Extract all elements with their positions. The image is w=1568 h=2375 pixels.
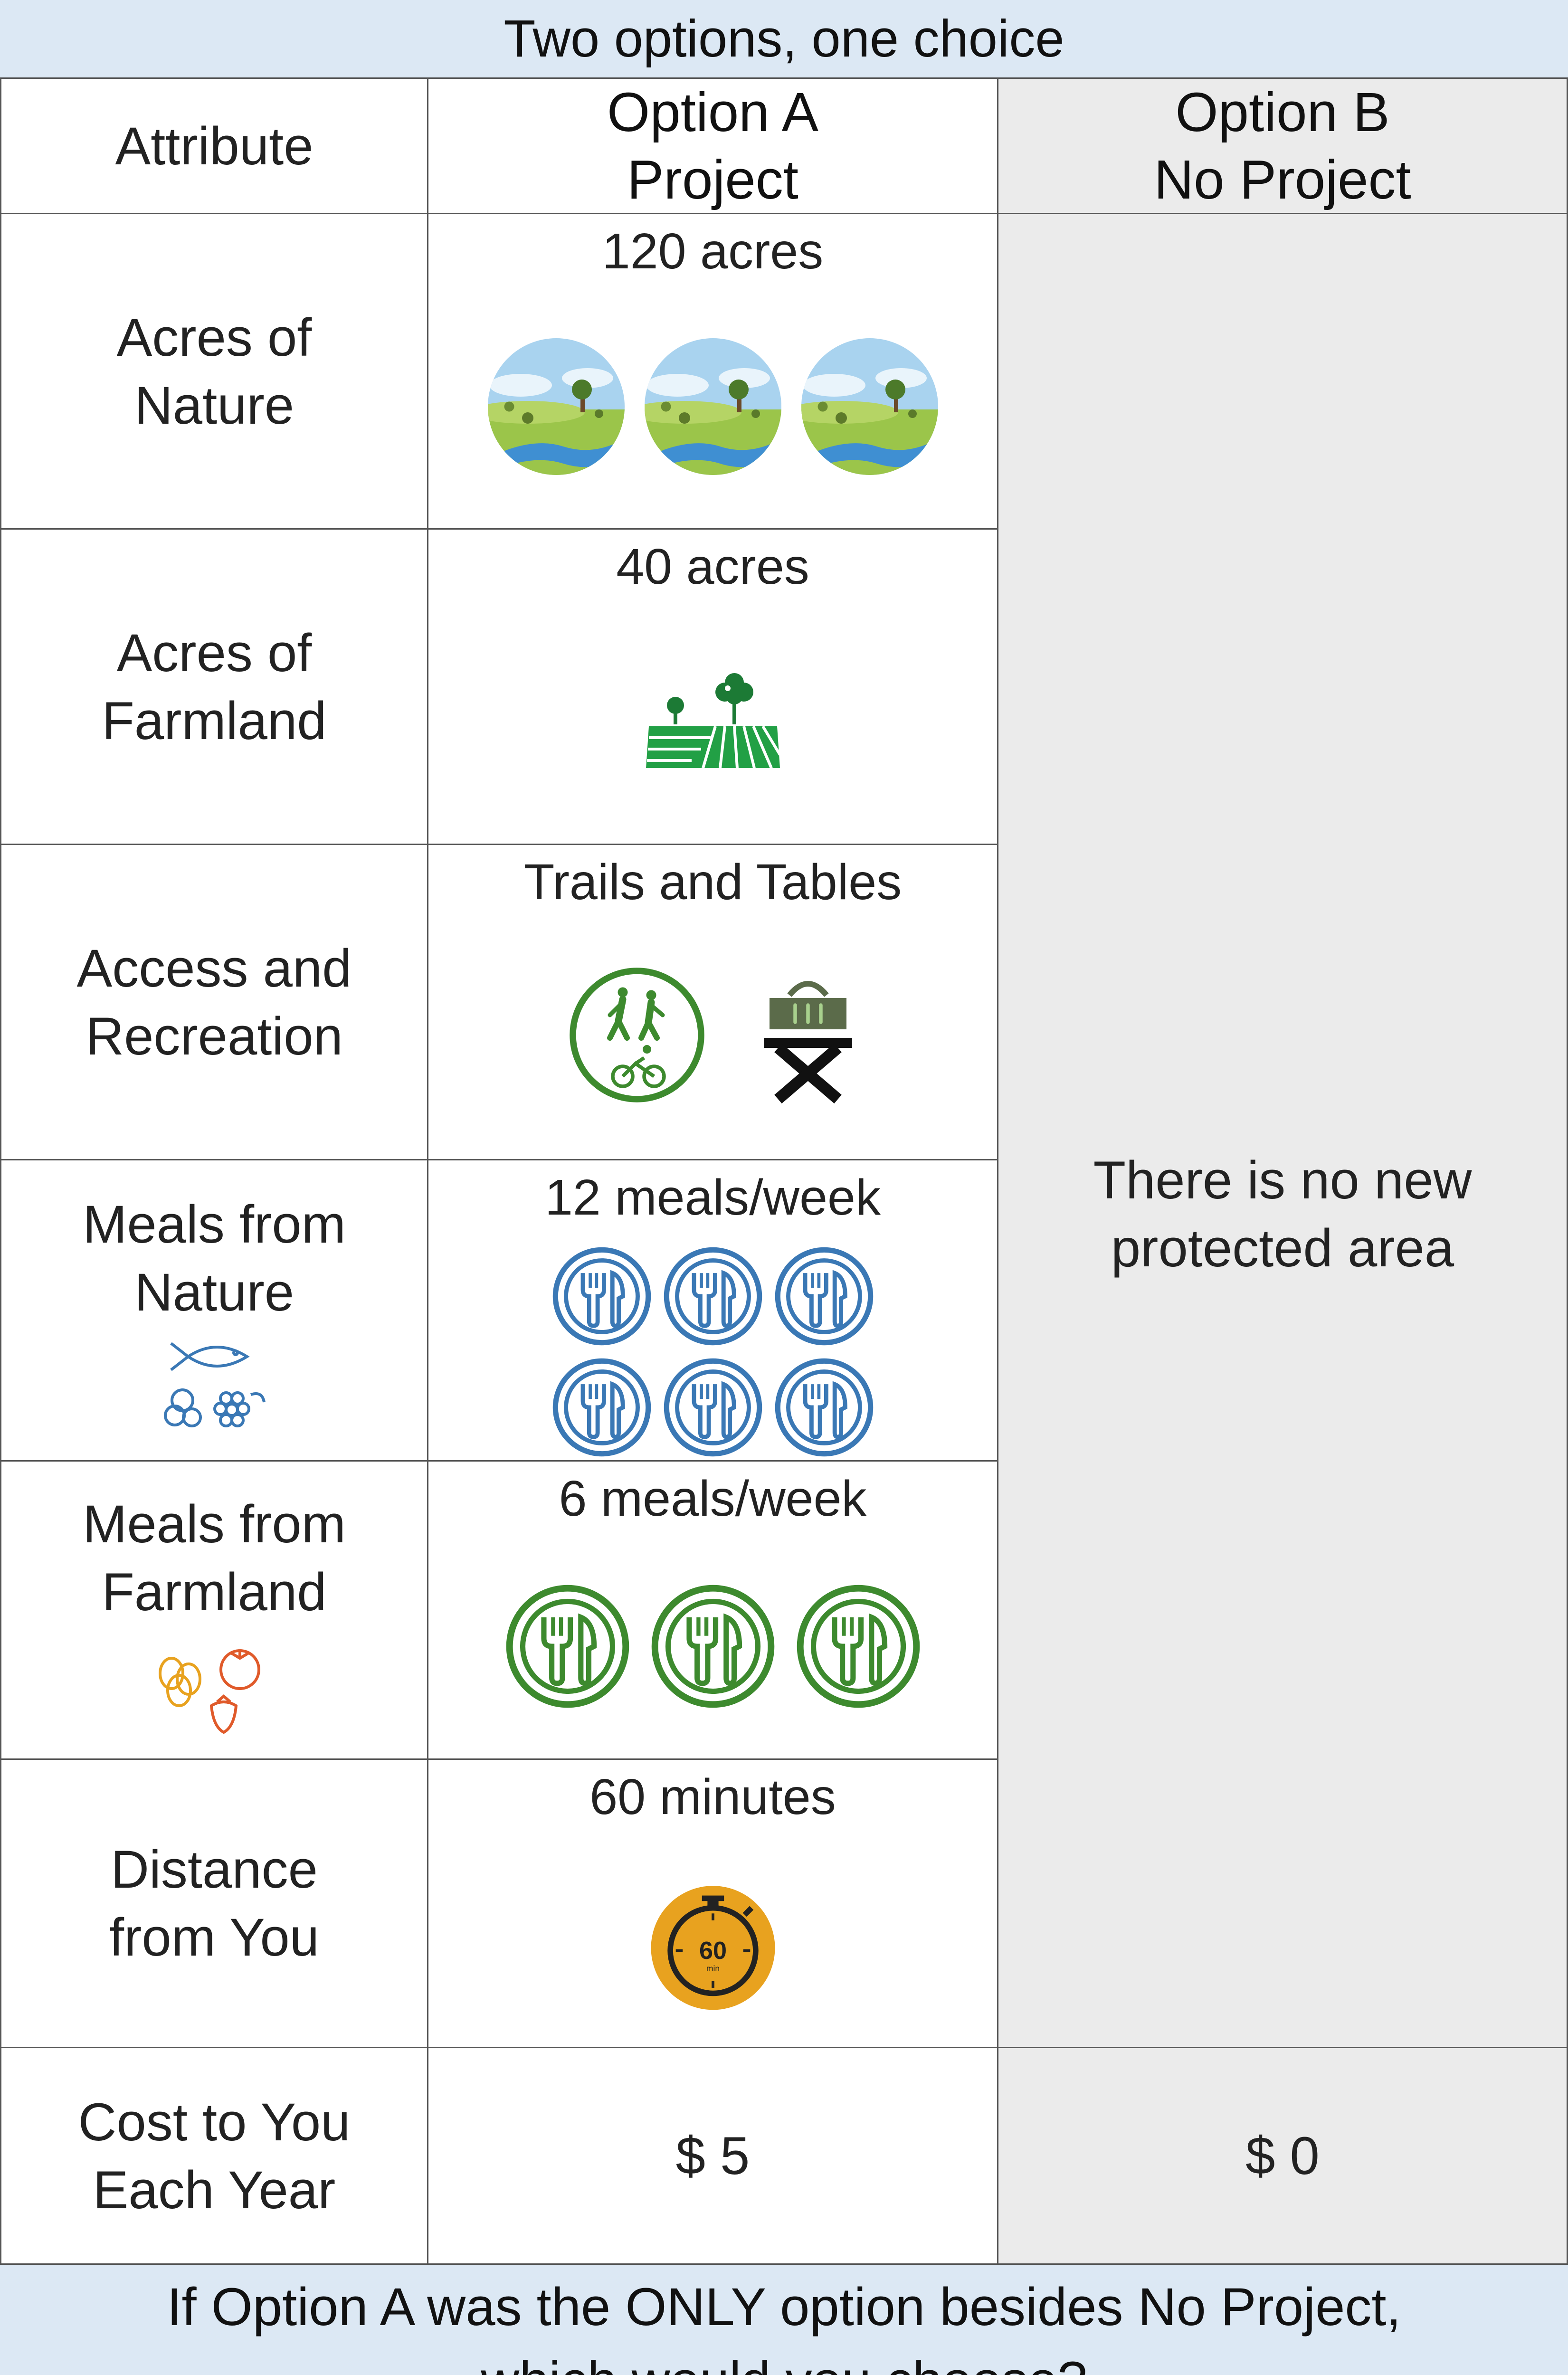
attribute-distance-from-you: Distance from You	[0, 1758, 428, 2048]
attribute-meals-from-nature: Meals from Nature	[0, 1159, 428, 1462]
meal-plate-icon	[647, 1580, 779, 1712]
attribute-label-line2: Each Year	[93, 2160, 336, 2220]
attribute-label-line2: Farmland	[102, 1562, 327, 1622]
attribute-label-line1: Meals from	[83, 1194, 346, 1254]
option-b-description-line1: There is no new	[1093, 1150, 1472, 1210]
value-label: Trails and Tables	[523, 854, 902, 910]
stopwatch-icon: 60 min	[644, 1876, 782, 2014]
landscape-icon	[798, 335, 941, 478]
attribute-label-line1: Distance	[111, 1840, 318, 1899]
option-a-meals-from-farmland: 6 meals/week	[427, 1460, 998, 1760]
landscape-icon	[485, 335, 627, 478]
column-header-attribute: Attribute	[0, 77, 428, 214]
attribute-label-line2: from You	[109, 1908, 320, 1967]
attribute-label-line1: Cost to You	[78, 2092, 351, 2152]
meal-plate-icon	[771, 1244, 877, 1349]
attribute-cost-to-you: Cost to You Each Year	[0, 2047, 428, 2265]
attribute-meals-from-farmland: Meals from Farmland	[0, 1460, 428, 1760]
attribute-label-line1: Acres of	[116, 307, 312, 367]
option-a-acres-of-farmland: 40 acres	[427, 528, 998, 845]
value-label: 6 meals/week	[559, 1471, 867, 1527]
meal-plate-icon	[771, 1355, 877, 1460]
question-line2: which would you choose?	[481, 2344, 1087, 2375]
attribute-label-line2: Recreation	[86, 1006, 343, 1066]
meal-plate-icon	[502, 1580, 634, 1712]
option-b-subtitle: No Project	[1154, 149, 1411, 210]
attribute-acres-of-nature: Acres of Nature	[0, 213, 428, 530]
attribute-label-line2: Nature	[134, 1262, 295, 1322]
option-a-cost-value: $ 5	[675, 2126, 750, 2185]
option-a-subtitle: Project	[627, 149, 799, 210]
stopwatch-value: 60	[699, 1937, 726, 1965]
column-header-attribute-label: Attribute	[115, 116, 314, 176]
value-label: 12 meals/week	[544, 1169, 881, 1226]
meal-plate-icon	[549, 1244, 655, 1349]
attribute-label-line2: Farmland	[102, 691, 327, 750]
value-label: 40 acres	[616, 539, 809, 595]
question-prompt: If Option A was the ONLY option besides …	[0, 2265, 1568, 2375]
attribute-label-line2: Nature	[134, 375, 295, 435]
stopwatch-unit: min	[706, 1964, 719, 1973]
option-b-description-line2: protected area	[1111, 1218, 1454, 1278]
farm-foods-icon	[152, 1635, 276, 1734]
meal-plate-icon	[549, 1355, 655, 1460]
landscape-icon	[642, 335, 784, 478]
option-a-title: Option A	[607, 81, 818, 143]
column-header-option-a: Option A Project	[427, 77, 998, 214]
option-b-title: Option B	[1175, 81, 1390, 143]
column-header-option-b: Option B No Project	[997, 77, 1568, 214]
value-label: 60 minutes	[589, 1769, 836, 1825]
option-b-description: There is no new protected area	[998, 1146, 1567, 1282]
option-a-meals-from-nature: 12 meals/week	[427, 1159, 998, 1462]
option-a-distance-from-you: 60 minutes 60 min	[427, 1758, 998, 2048]
question-line1: If Option A was the ONLY option besides …	[167, 2277, 1401, 2337]
option-b-no-project-cell: There is no new protected area	[997, 213, 1568, 2048]
option-a-access-and-recreation: Trails and Tables	[427, 844, 998, 1160]
meal-plate-icon	[792, 1580, 924, 1712]
attribute-label-line1: Access and	[76, 938, 352, 998]
picnic-table-icon	[756, 964, 860, 1106]
page-title: Two options, one choice	[0, 0, 1568, 77]
choice-table: Attribute Option A Project Option B No P…	[0, 77, 1568, 2265]
attribute-acres-of-farmland: Acres of Farmland	[0, 528, 428, 845]
meal-plate-icon	[660, 1355, 766, 1460]
option-b-cost-value: $ 0	[1245, 2126, 1320, 2185]
value-label: 120 acres	[602, 223, 824, 279]
attribute-access-and-recreation: Access and Recreation	[0, 844, 428, 1160]
option-b-cost: $ 0	[997, 2047, 1568, 2265]
hiking-biking-icon	[566, 964, 708, 1106]
farm-field-icon	[644, 667, 782, 772]
attribute-label-line1: Meals from	[83, 1494, 346, 1554]
option-a-cost: $ 5	[427, 2047, 998, 2265]
attribute-label-line1: Acres of	[116, 623, 312, 683]
meal-plate-icon	[660, 1244, 766, 1349]
option-a-acres-of-nature: 120 acres	[427, 213, 998, 530]
nature-foods-icon	[160, 1336, 269, 1431]
